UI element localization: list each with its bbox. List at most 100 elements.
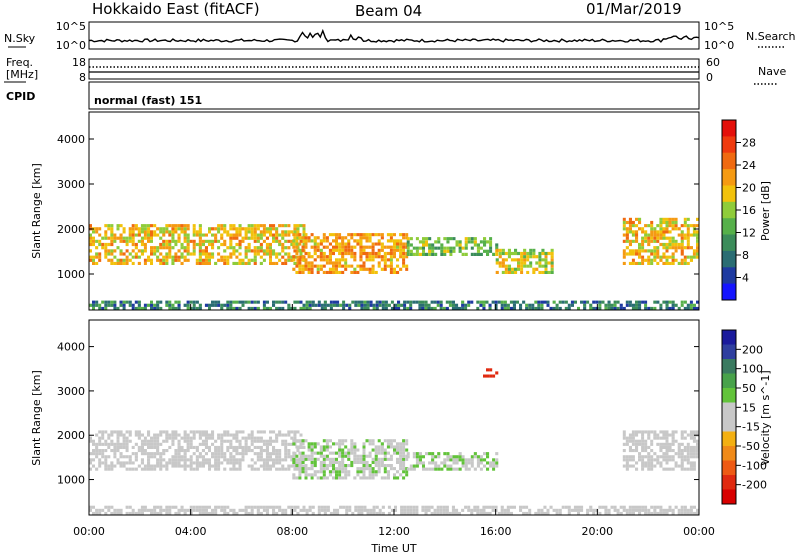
velocity-cell (304, 470, 308, 474)
power-cell (520, 267, 524, 271)
velocity-cell (265, 452, 269, 456)
power-cell (425, 243, 428, 247)
power-cell (186, 224, 190, 228)
velocity-cell (449, 455, 453, 459)
velocity-cell (150, 508, 153, 512)
velocity-cell (442, 505, 446, 509)
power-cell (165, 239, 169, 243)
velocity-cell (310, 445, 314, 449)
velocity-cell (470, 458, 474, 462)
velocity-cell (425, 467, 428, 471)
power-cell (229, 233, 233, 237)
velocity-cell (647, 433, 651, 437)
power-cell (619, 303, 623, 307)
power-cell (445, 306, 449, 310)
velocity-cell (89, 452, 92, 456)
power-cell (265, 300, 269, 304)
velocity-cell (226, 430, 230, 434)
freq-label-line1: Freq. (6, 56, 33, 69)
velocity-cell (371, 470, 375, 474)
power-cell (204, 233, 208, 237)
power-cell (631, 306, 635, 310)
velocity-cell (278, 455, 282, 459)
velocity-cell (223, 508, 227, 512)
velocity-cell (628, 439, 632, 443)
power-cell (683, 233, 687, 237)
power-cell (662, 300, 666, 304)
velocity-cell (116, 458, 120, 462)
velocity-cell (653, 511, 657, 515)
power-cell (328, 248, 332, 252)
power-cell (313, 248, 317, 252)
velocity-cell (464, 461, 468, 465)
power-cell (150, 236, 153, 240)
power-cell (375, 303, 379, 307)
power-cell (131, 242, 135, 247)
power-cell (607, 300, 611, 304)
velocity-cell (680, 449, 684, 453)
power-cell (680, 230, 684, 234)
velocity-cell (399, 460, 403, 464)
velocity-cell (322, 448, 326, 452)
velocity-cell (107, 433, 111, 437)
power-cell (399, 251, 403, 256)
power-cell (122, 303, 126, 307)
velocity-panel-frame (88, 319, 700, 516)
velocity-cell (616, 511, 620, 515)
velocity-cell (668, 455, 672, 459)
velocity-cell (446, 467, 450, 471)
velocity-cell (140, 445, 144, 449)
power-cell (368, 236, 372, 240)
power-cell (253, 239, 257, 243)
velocity-cell (204, 511, 208, 515)
power-cell (635, 224, 639, 228)
power-cell (217, 258, 221, 262)
velocity-cell (622, 455, 626, 459)
velocity-cell (262, 458, 266, 462)
x-tick-label: 08:00 (276, 525, 308, 538)
velocity-cell (89, 467, 92, 471)
power-cell (92, 261, 95, 265)
velocity-cell (265, 458, 269, 462)
velocity-cell (281, 433, 285, 437)
velocity-cell (641, 430, 645, 434)
velocity-cell (310, 460, 314, 464)
power-cell (162, 242, 166, 247)
power-cell (543, 300, 547, 304)
power-cell (514, 251, 518, 256)
power-cell (253, 224, 257, 228)
velocity-cell (641, 439, 645, 443)
power-cell (192, 230, 196, 234)
velocity-cell (345, 511, 349, 515)
power-cell (153, 303, 157, 307)
power-cell (359, 242, 363, 246)
power-cell (256, 233, 260, 237)
velocity-cell (208, 449, 211, 453)
velocity-cell (345, 508, 349, 512)
power-cell (583, 306, 587, 310)
power-cell (116, 306, 120, 310)
power-cell (488, 306, 492, 310)
power-cell (531, 303, 535, 307)
power-cell (98, 239, 102, 243)
velocity-cell (284, 433, 288, 437)
velocity-cell (262, 442, 266, 446)
power-cell (128, 233, 132, 237)
power-cell (550, 255, 554, 259)
velocity-cell (393, 445, 396, 449)
power-cell (332, 233, 335, 237)
velocity-cell (244, 505, 248, 509)
velocity-cell (353, 442, 357, 446)
power-cell (159, 236, 163, 240)
velocity-cell (491, 508, 495, 512)
velocity-cell (204, 430, 208, 434)
velocity-cell (262, 449, 266, 453)
velocity-cell (368, 476, 372, 480)
power-cell (107, 249, 111, 253)
velocity-cell (437, 452, 441, 456)
power-cell (418, 246, 422, 250)
velocity-cell (226, 461, 230, 465)
power-cell (335, 261, 338, 265)
velocity-cell (211, 511, 215, 515)
